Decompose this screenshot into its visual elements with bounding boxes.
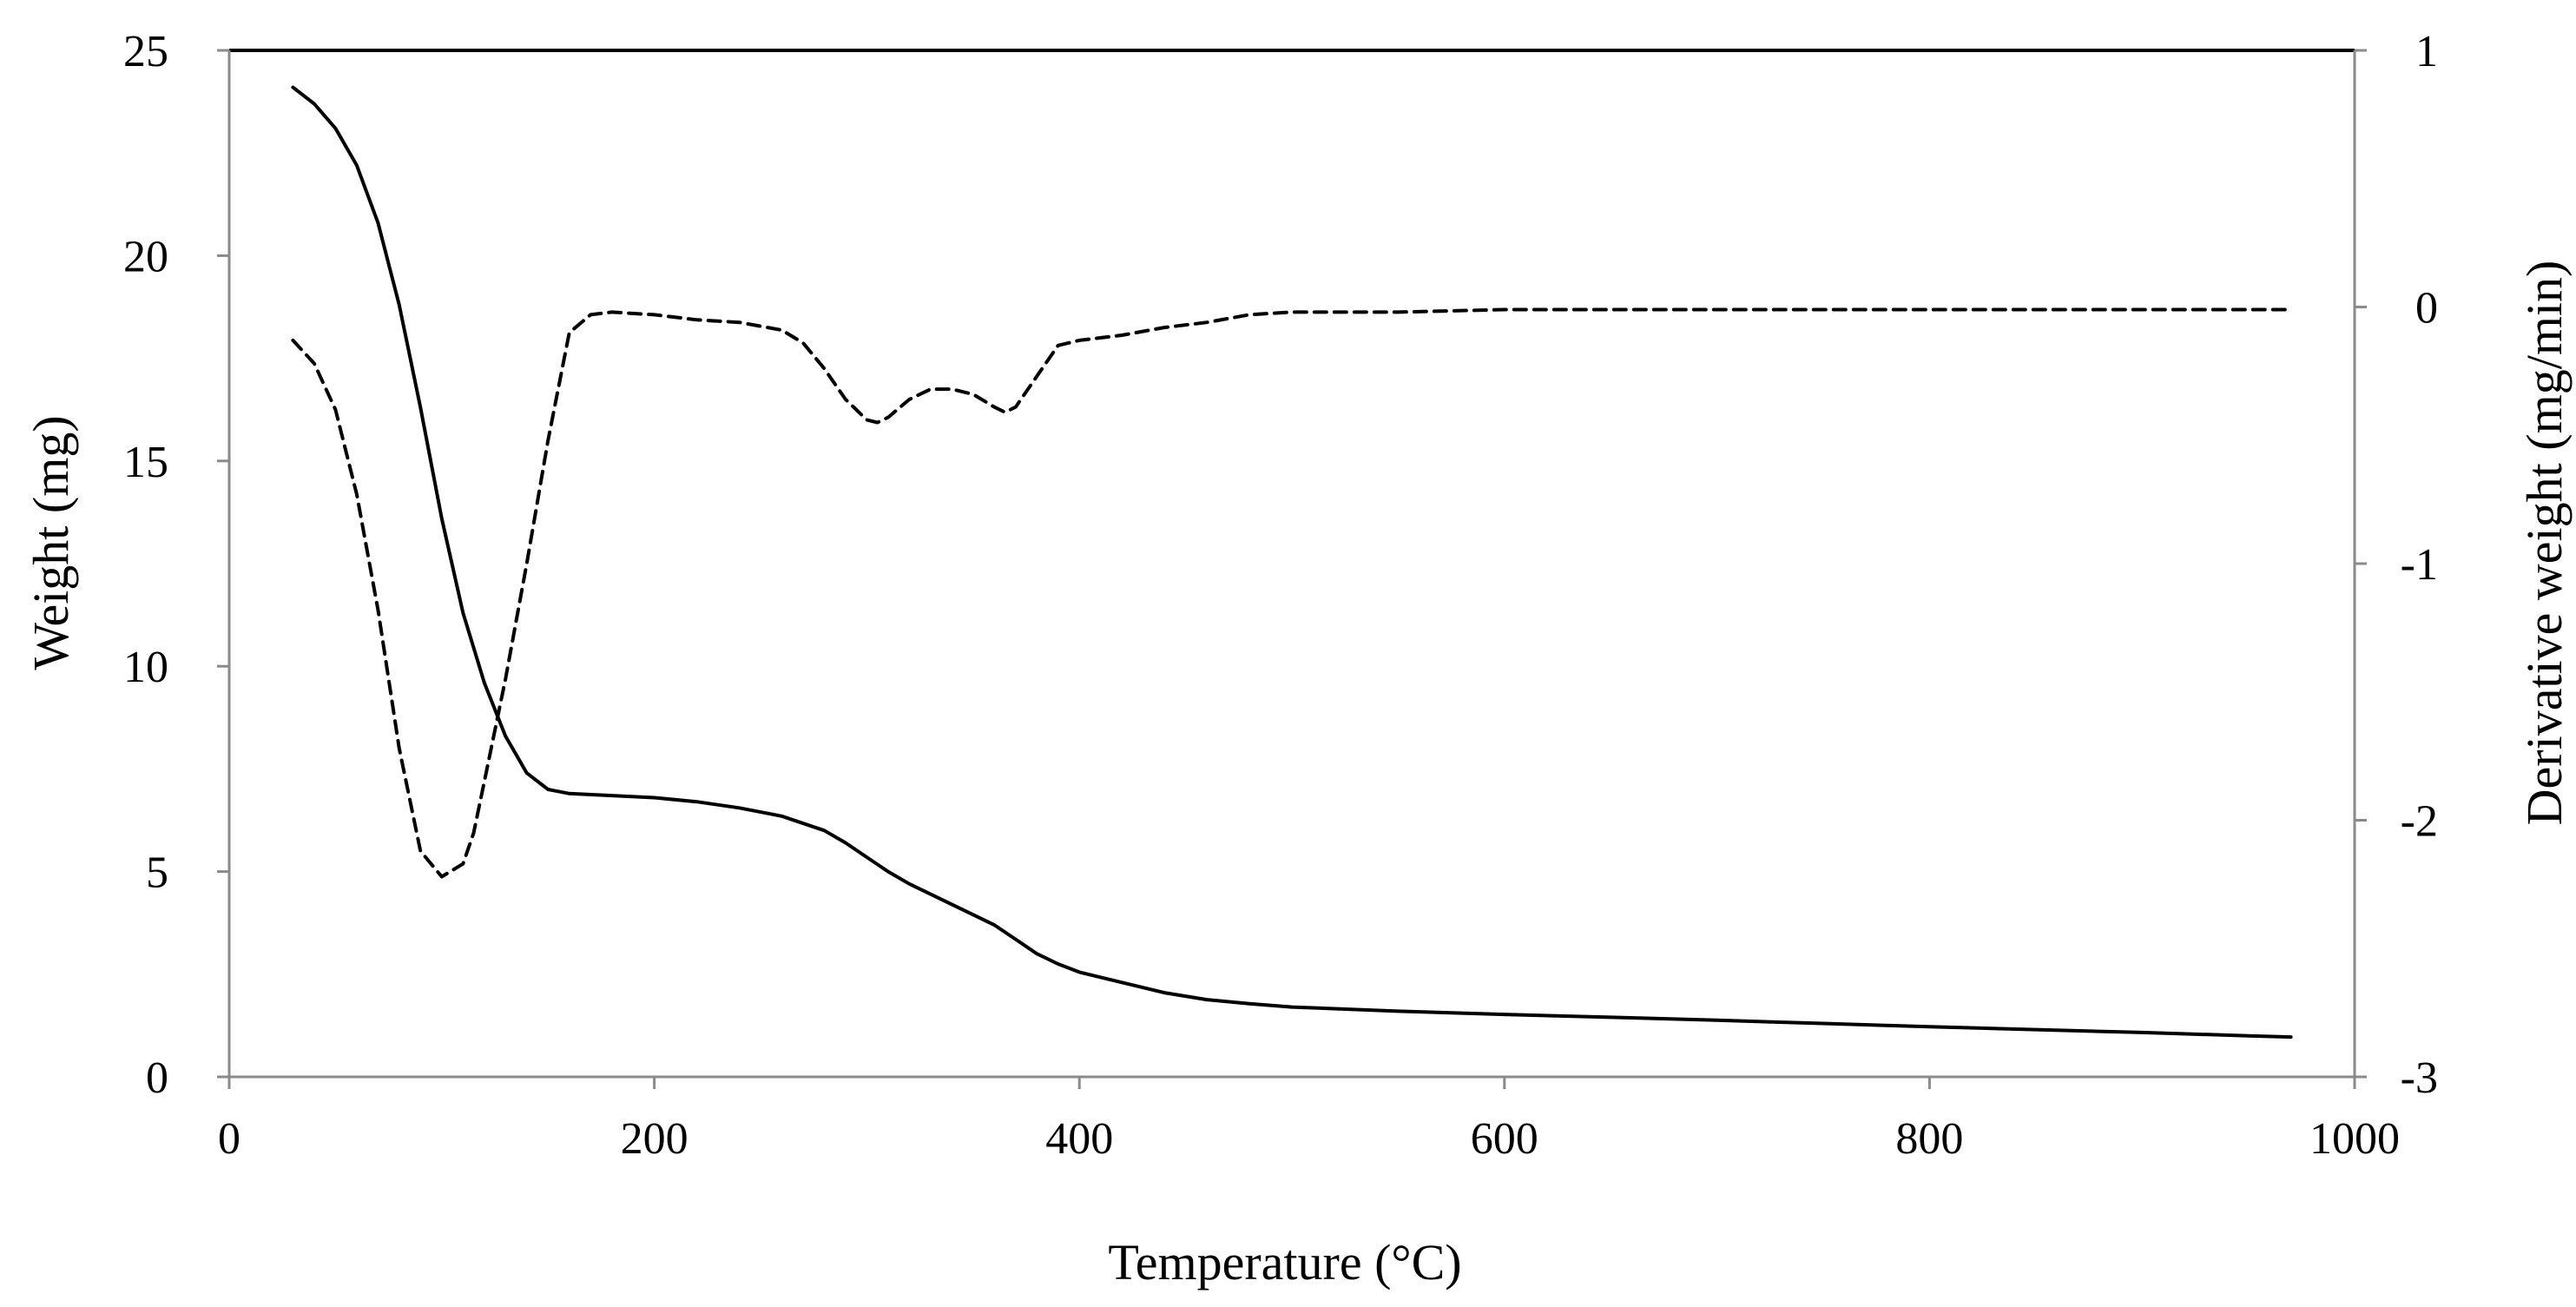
- x-tick-label: 600: [1471, 1114, 1538, 1164]
- tick-labels: 0 200 400 600 800 1000 0 5 10 15 20 25 -3 -2 -1 0 1: [123, 27, 2438, 1164]
- y-axis-title: Weight (mg): [23, 415, 79, 670]
- x-tick-label: 200: [621, 1114, 688, 1164]
- y-tick-label: 20: [123, 232, 168, 281]
- y-tick-label: 25: [123, 27, 168, 76]
- y-tick-label: 0: [146, 1053, 168, 1103]
- y-tick-label: 15: [123, 438, 168, 487]
- axes: [217, 49, 2367, 1089]
- y2-axis-title: Derivative weight (mg/min): [2516, 261, 2573, 826]
- y-tick-label: 10: [123, 643, 168, 692]
- x-tick-label: 400: [1045, 1114, 1113, 1164]
- x-tick-label: 800: [1895, 1114, 1963, 1164]
- x-tick-label: 0: [218, 1114, 240, 1164]
- series-layer: [291, 85, 2293, 1040]
- y2-tick-label: -3: [2401, 1053, 2438, 1103]
- weight-line: [291, 85, 2293, 1040]
- y-tick-label: 5: [146, 848, 168, 898]
- y2-tick-label: -1: [2401, 540, 2438, 590]
- x-tick-label: 1000: [2309, 1114, 2400, 1164]
- x-axis-title: Temperature (°C): [1108, 1234, 1461, 1290]
- y2-tick-label: 0: [2415, 284, 2438, 333]
- y2-tick-label: -2: [2401, 797, 2438, 847]
- y2-tick-label: 1: [2415, 27, 2438, 76]
- derivative-weight-line: [291, 307, 2293, 879]
